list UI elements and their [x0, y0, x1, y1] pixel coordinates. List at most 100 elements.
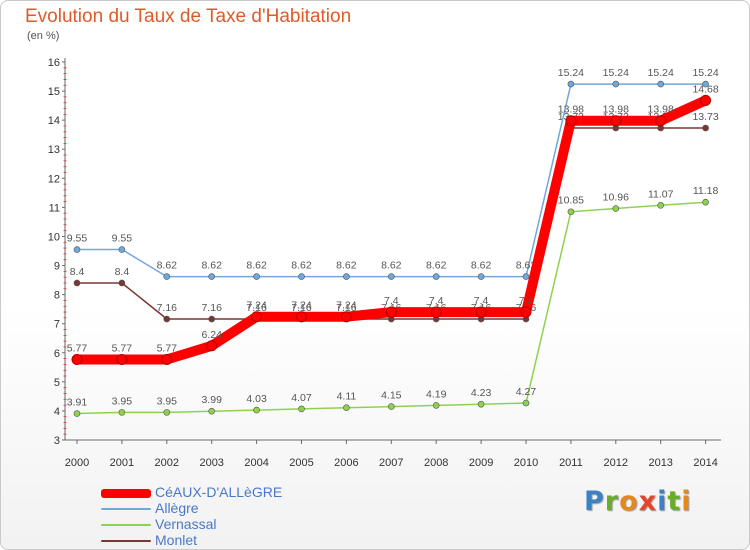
data-point	[702, 124, 709, 132]
x-tick-label: 2011	[559, 457, 583, 469]
legend-label: Vernassal	[155, 516, 217, 532]
x-tick-label: 2008	[424, 457, 448, 469]
data-label: 4.15	[381, 390, 402, 402]
data-point	[430, 306, 442, 318]
data-label: 9.55	[67, 233, 88, 245]
data-label: 3.99	[201, 394, 222, 406]
data-label: 3.91	[67, 397, 88, 409]
data-point	[655, 115, 667, 127]
logo-letter: o	[619, 486, 639, 517]
legend-label: Monlet	[155, 532, 198, 548]
data-point	[208, 407, 215, 415]
y-tick-label: 11	[49, 202, 60, 214]
data-point	[118, 409, 126, 416]
data-point	[657, 80, 665, 88]
data-label: 8.62	[471, 260, 492, 272]
legend-label: Allègre	[155, 500, 199, 516]
x-tick-label: 2002	[155, 457, 179, 469]
data-point	[340, 311, 352, 323]
data-label: 13.98	[558, 104, 584, 116]
data-label: 9.55	[112, 233, 133, 245]
series-line	[76, 127, 707, 320]
data-label: 3.95	[157, 395, 178, 407]
data-label: 8.62	[157, 260, 178, 272]
logo-letter: i	[681, 486, 692, 517]
data-point	[477, 273, 485, 280]
data-label: 8.62	[201, 260, 222, 272]
data-label: 8.62	[336, 260, 357, 272]
data-point	[612, 205, 620, 212]
data-label: 15.24	[558, 67, 584, 79]
data-label: 7.24	[291, 300, 312, 312]
data-point	[163, 273, 171, 280]
data-point	[251, 311, 263, 323]
legend-swatch	[101, 488, 151, 498]
data-label: 8.62	[426, 260, 447, 272]
x-tick-label: 2010	[514, 457, 538, 469]
axes: 3 4 5 6 7 8 9 10 11 12 13 14 15 16 2000 2001 2002 2003 200…	[48, 57, 721, 469]
logo-letter: r	[604, 486, 620, 517]
data-point	[565, 115, 577, 127]
x-tick-label: 2009	[469, 457, 493, 469]
x-tick-label: 2001	[110, 457, 134, 469]
data-label: 13.98	[603, 104, 629, 116]
data-label: 4.19	[426, 388, 447, 400]
series-layer: 8.48.47.167.167.167.167.167.167.167.167.…	[67, 67, 719, 417]
series-group: 3.91 3.95 3.95 3.99 4.03 4.07 4.11 4.15 4.19 4.23…	[67, 185, 719, 417]
data-point	[343, 404, 350, 412]
data-label: 7.16	[246, 302, 267, 314]
data-label: 5.77	[157, 342, 178, 354]
data-point	[298, 273, 305, 280]
data-point	[163, 409, 171, 416]
data-point	[206, 340, 218, 352]
logo-letter: t	[667, 486, 682, 517]
data-point	[73, 279, 81, 287]
series-group: 5.77 5.77 5.77 6.24 7.24 7.24 7.24 7.4 7.4 7.4 7.4…	[67, 83, 719, 365]
y-tick-label: 13	[48, 144, 60, 156]
data-label: 10.96	[603, 192, 629, 204]
data-label: 7.16	[201, 302, 222, 314]
data-label: 5.77	[112, 342, 133, 354]
data-label: 4.11	[337, 391, 357, 403]
data-point	[612, 80, 620, 88]
data-point	[522, 273, 530, 280]
data-label: 5.77	[67, 342, 88, 354]
data-label: 8.4	[70, 266, 85, 278]
data-point	[567, 208, 575, 216]
data-point	[522, 399, 530, 407]
y-tick-label: 3	[54, 435, 60, 447]
data-point	[387, 403, 395, 410]
data-point	[298, 405, 305, 413]
y-tick-label: 9	[54, 261, 60, 273]
data-point	[253, 273, 260, 280]
proxiti-logo: Proxiti	[584, 486, 692, 517]
data-point	[610, 115, 622, 127]
data-label: 14.68	[692, 83, 718, 95]
data-label: 7.16	[157, 302, 178, 314]
data-point	[208, 273, 215, 280]
data-point	[73, 246, 81, 253]
data-label: 8.62	[381, 260, 402, 272]
data-label: 7.4	[429, 295, 444, 307]
data-label: 7.24	[246, 300, 267, 312]
data-label: 4.07	[291, 392, 312, 404]
y-tick-label: 6	[54, 348, 60, 360]
data-point	[161, 353, 173, 365]
data-label: 11.07	[648, 188, 674, 200]
data-point	[567, 80, 575, 88]
legend-swatch	[101, 508, 151, 510]
data-label: 3.95	[112, 395, 133, 407]
legend-swatch	[101, 540, 151, 542]
series-group: 8.48.47.167.167.167.167.167.167.167.167.…	[70, 111, 719, 323]
data-label: 7.16	[291, 302, 312, 314]
data-point	[520, 306, 532, 318]
y-tick-label: 7	[54, 319, 60, 331]
y-tick-label: 4	[54, 406, 60, 418]
data-point	[385, 306, 397, 318]
x-tick-label: 2013	[648, 457, 672, 469]
data-label: 13.73	[692, 111, 718, 123]
data-label: 7.16	[336, 302, 357, 314]
y-tick-label: 15	[48, 86, 60, 98]
series-group: 9.55 9.55 8.62 8.62 8.62 8.62 8.62 8.62 8.62 8.62…	[67, 67, 719, 280]
